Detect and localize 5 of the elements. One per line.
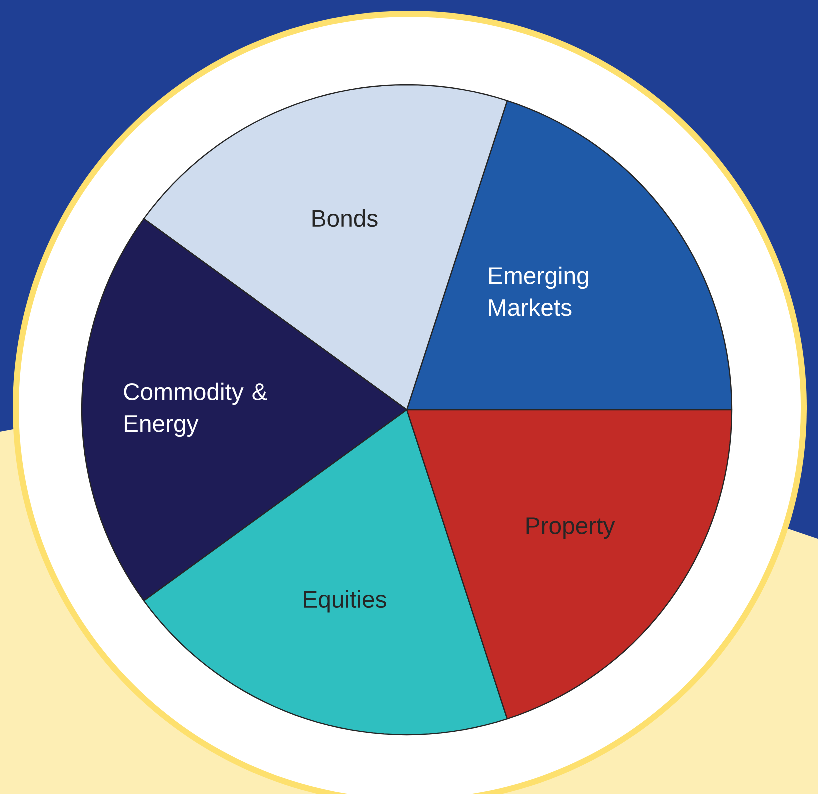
slice-label: Emerging Markets [490,266,588,316]
slice-label: Bonds [312,210,378,228]
slice-label: Equities [304,590,386,613]
slice-label: Property [526,518,616,540]
slice-label: Commodity & Energy [124,382,268,438]
